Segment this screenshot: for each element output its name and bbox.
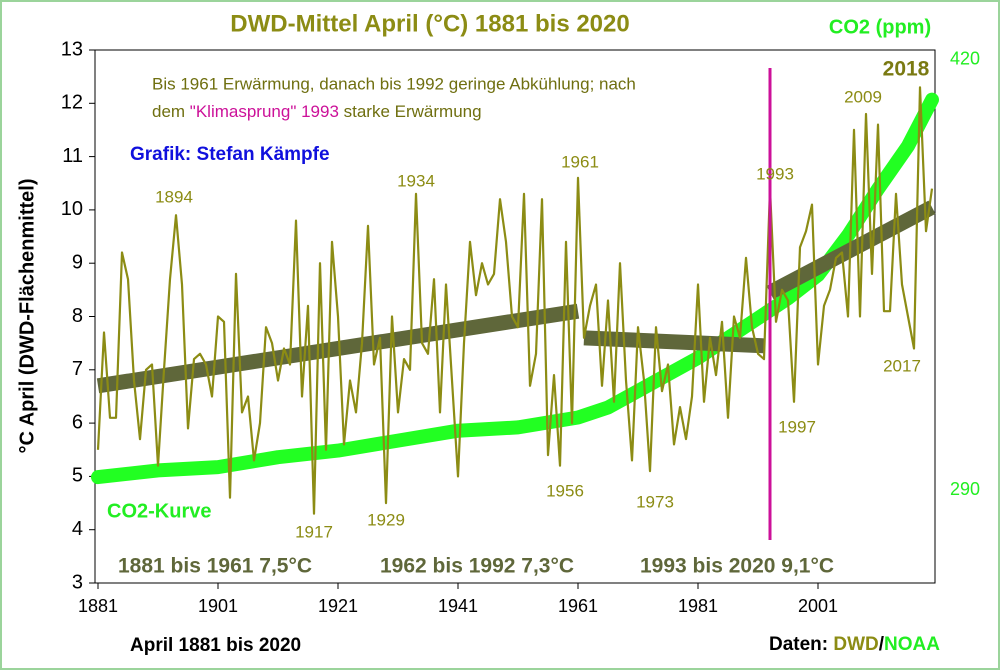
period-label: 1962 bis 1992 7,3°C	[380, 555, 574, 578]
chart-title: DWD-Mittel April (°C) 1881 bis 2020	[230, 10, 629, 37]
year-label: 1973	[636, 492, 674, 511]
note: dem "Klimasprung" 1993 starke Erwärmung	[152, 102, 482, 121]
y2-title: CO2 (ppm)	[829, 16, 931, 38]
source-prefix: Daten:	[769, 634, 833, 655]
year-label: 1961	[561, 152, 599, 171]
credit: Grafik: Stefan Kämpfe	[130, 144, 330, 165]
y2-tick-label: 290	[950, 479, 980, 499]
y-tick-label: 8	[72, 305, 83, 327]
y2-tick-label: 420	[950, 49, 980, 69]
year-label: 2017	[883, 356, 921, 375]
period-label: 1881 bis 1961 7,5°C	[118, 555, 312, 578]
year-label: 2018	[883, 58, 930, 81]
note-part: dem	[152, 102, 190, 121]
y-tick-label: 3	[72, 571, 83, 593]
x-tick-label: 1981	[678, 596, 718, 616]
year-label: 1993	[756, 164, 794, 183]
x-tick-label: 1941	[438, 596, 478, 616]
y-tick-label: 6	[72, 411, 83, 433]
year-label: 2009	[844, 87, 882, 106]
y-tick-label: 4	[72, 518, 83, 540]
y-tick-label: 5	[72, 465, 83, 487]
x-tick-label: 1921	[318, 596, 358, 616]
note-part: starke Erwärmung	[339, 102, 482, 121]
year-label: 1956	[546, 481, 584, 500]
y-axis-title: °C April (DWD-Flächenmittel)	[16, 178, 38, 453]
x-axis-title: April 1881 bis 2020	[130, 635, 301, 656]
note-highlight: "Klimasprung" 1993	[190, 102, 339, 121]
x-tick-label: 2001	[798, 596, 838, 616]
temperature-line	[96, 86, 934, 515]
period-label: 1993 bis 2020 9,1°C	[640, 555, 834, 578]
x-tick-label: 1961	[558, 596, 598, 616]
co2-label: CO2-Kurve	[107, 500, 211, 522]
y-tick-label: 9	[72, 251, 83, 273]
plot: 3 4 5 6 7 8 9 10 11 12 13 1881 1901 1921 1941 1961 1981 2…	[61, 38, 980, 615]
source-sep: /	[879, 634, 885, 655]
year-label: 1929	[367, 510, 405, 529]
source: DWD	[833, 634, 878, 655]
year-label: 1997	[778, 417, 816, 436]
year-label: 1934	[397, 171, 435, 190]
y-tick-label: 10	[61, 198, 83, 220]
note: Bis 1961 Erwärmung, danach bis 1992 geri…	[152, 74, 636, 93]
year-label: 1894	[155, 187, 193, 206]
sources: Daten: DWD/NOAA	[769, 634, 940, 655]
y-tick-label: 7	[72, 358, 83, 380]
x-tick-label: 1881	[78, 596, 118, 616]
y-tick-label: 12	[61, 92, 83, 114]
y-tick-label: 13	[61, 38, 83, 60]
x-tick-label: 1901	[198, 596, 238, 616]
year-label: 1917	[295, 522, 333, 541]
trend-line	[583, 330, 765, 354]
source: NOAA	[884, 634, 940, 655]
y-tick-label: 11	[62, 145, 83, 167]
trend-line	[96, 303, 580, 394]
